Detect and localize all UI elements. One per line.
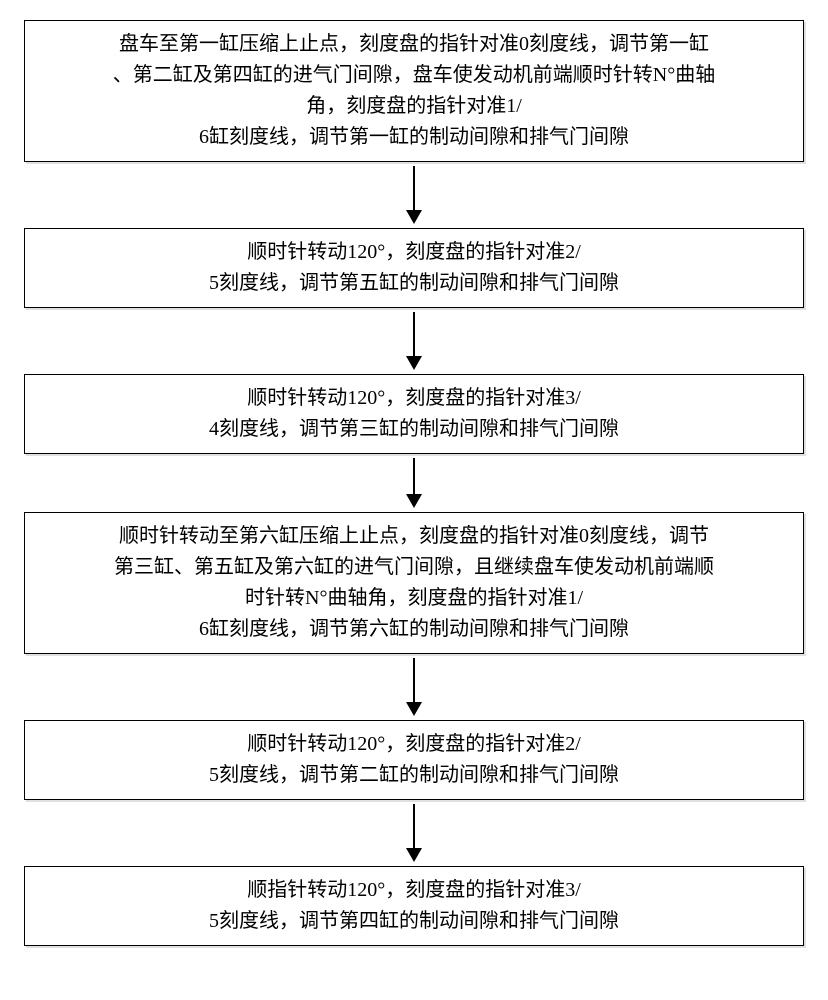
flow-step-3: 顺时针转动120°，刻度盘的指针对准3/4刻度线，调节第三缸的制动间隙和排气门间… bbox=[24, 374, 804, 454]
arrow-shaft bbox=[413, 312, 415, 356]
flow-step-text-line: 、第二缸及第四缸的进气门间隙，盘车使发动机前端顺时针转N°曲轴 bbox=[37, 60, 791, 91]
flow-step-2: 顺时针转动120°，刻度盘的指针对准2/5刻度线，调节第五缸的制动间隙和排气门间… bbox=[24, 228, 804, 308]
flow-step-text-line: 5刻度线，调节第五缸的制动间隙和排气门间隙 bbox=[37, 268, 791, 299]
arrow-shaft bbox=[413, 166, 415, 210]
flow-step-text-line: 角，刻度盘的指针对准1/ bbox=[37, 91, 791, 122]
flow-step-text-line: 6缸刻度线，调节第六缸的制动间隙和排气门间隙 bbox=[37, 614, 791, 645]
flow-step-text-line: 5刻度线，调节第二缸的制动间隙和排气门间隙 bbox=[37, 760, 791, 791]
arrow-head-icon bbox=[406, 494, 422, 508]
flow-arrow bbox=[24, 658, 804, 716]
flow-arrow bbox=[24, 312, 804, 370]
flow-step-text-line: 顺指针转动120°，刻度盘的指针对准3/ bbox=[37, 875, 791, 906]
flow-arrow bbox=[24, 804, 804, 862]
flow-step-text-line: 顺时针转动120°，刻度盘的指针对准3/ bbox=[37, 383, 791, 414]
arrow-shaft bbox=[413, 658, 415, 702]
flow-step-text-line: 4刻度线，调节第三缸的制动间隙和排气门间隙 bbox=[37, 414, 791, 445]
flow-step-4: 顺时针转动至第六缸压缩上止点，刻度盘的指针对准0刻度线，调节第三缸、第五缸及第六… bbox=[24, 512, 804, 654]
flowchart-container: 盘车至第一缸压缩上止点，刻度盘的指针对准0刻度线，调节第一缸、第二缸及第四缸的进… bbox=[24, 20, 804, 946]
flow-step-1: 盘车至第一缸压缩上止点，刻度盘的指针对准0刻度线，调节第一缸、第二缸及第四缸的进… bbox=[24, 20, 804, 162]
flow-step-text-line: 5刻度线，调节第四缸的制动间隙和排气门间隙 bbox=[37, 906, 791, 937]
arrow-head-icon bbox=[406, 356, 422, 370]
arrow-shaft bbox=[413, 804, 415, 848]
arrow-head-icon bbox=[406, 702, 422, 716]
flow-step-text-line: 盘车至第一缸压缩上止点，刻度盘的指针对准0刻度线，调节第一缸 bbox=[37, 29, 791, 60]
flow-step-text-line: 第三缸、第五缸及第六缸的进气门间隙，且继续盘车使发动机前端顺 bbox=[37, 552, 791, 583]
flow-step-text-line: 顺时针转动120°，刻度盘的指针对准2/ bbox=[37, 729, 791, 760]
flow-step-5: 顺时针转动120°，刻度盘的指针对准2/5刻度线，调节第二缸的制动间隙和排气门间… bbox=[24, 720, 804, 800]
flow-step-text-line: 顺时针转动120°，刻度盘的指针对准2/ bbox=[37, 237, 791, 268]
arrow-shaft bbox=[413, 458, 415, 494]
flow-step-text-line: 时针转N°曲轴角，刻度盘的指针对准1/ bbox=[37, 583, 791, 614]
flow-step-text-line: 6缸刻度线，调节第一缸的制动间隙和排气门间隙 bbox=[37, 122, 791, 153]
arrow-head-icon bbox=[406, 848, 422, 862]
flow-arrow bbox=[24, 166, 804, 224]
arrow-head-icon bbox=[406, 210, 422, 224]
flow-arrow bbox=[24, 458, 804, 508]
flow-step-text-line: 顺时针转动至第六缸压缩上止点，刻度盘的指针对准0刻度线，调节 bbox=[37, 521, 791, 552]
flow-step-6: 顺指针转动120°，刻度盘的指针对准3/5刻度线，调节第四缸的制动间隙和排气门间… bbox=[24, 866, 804, 946]
